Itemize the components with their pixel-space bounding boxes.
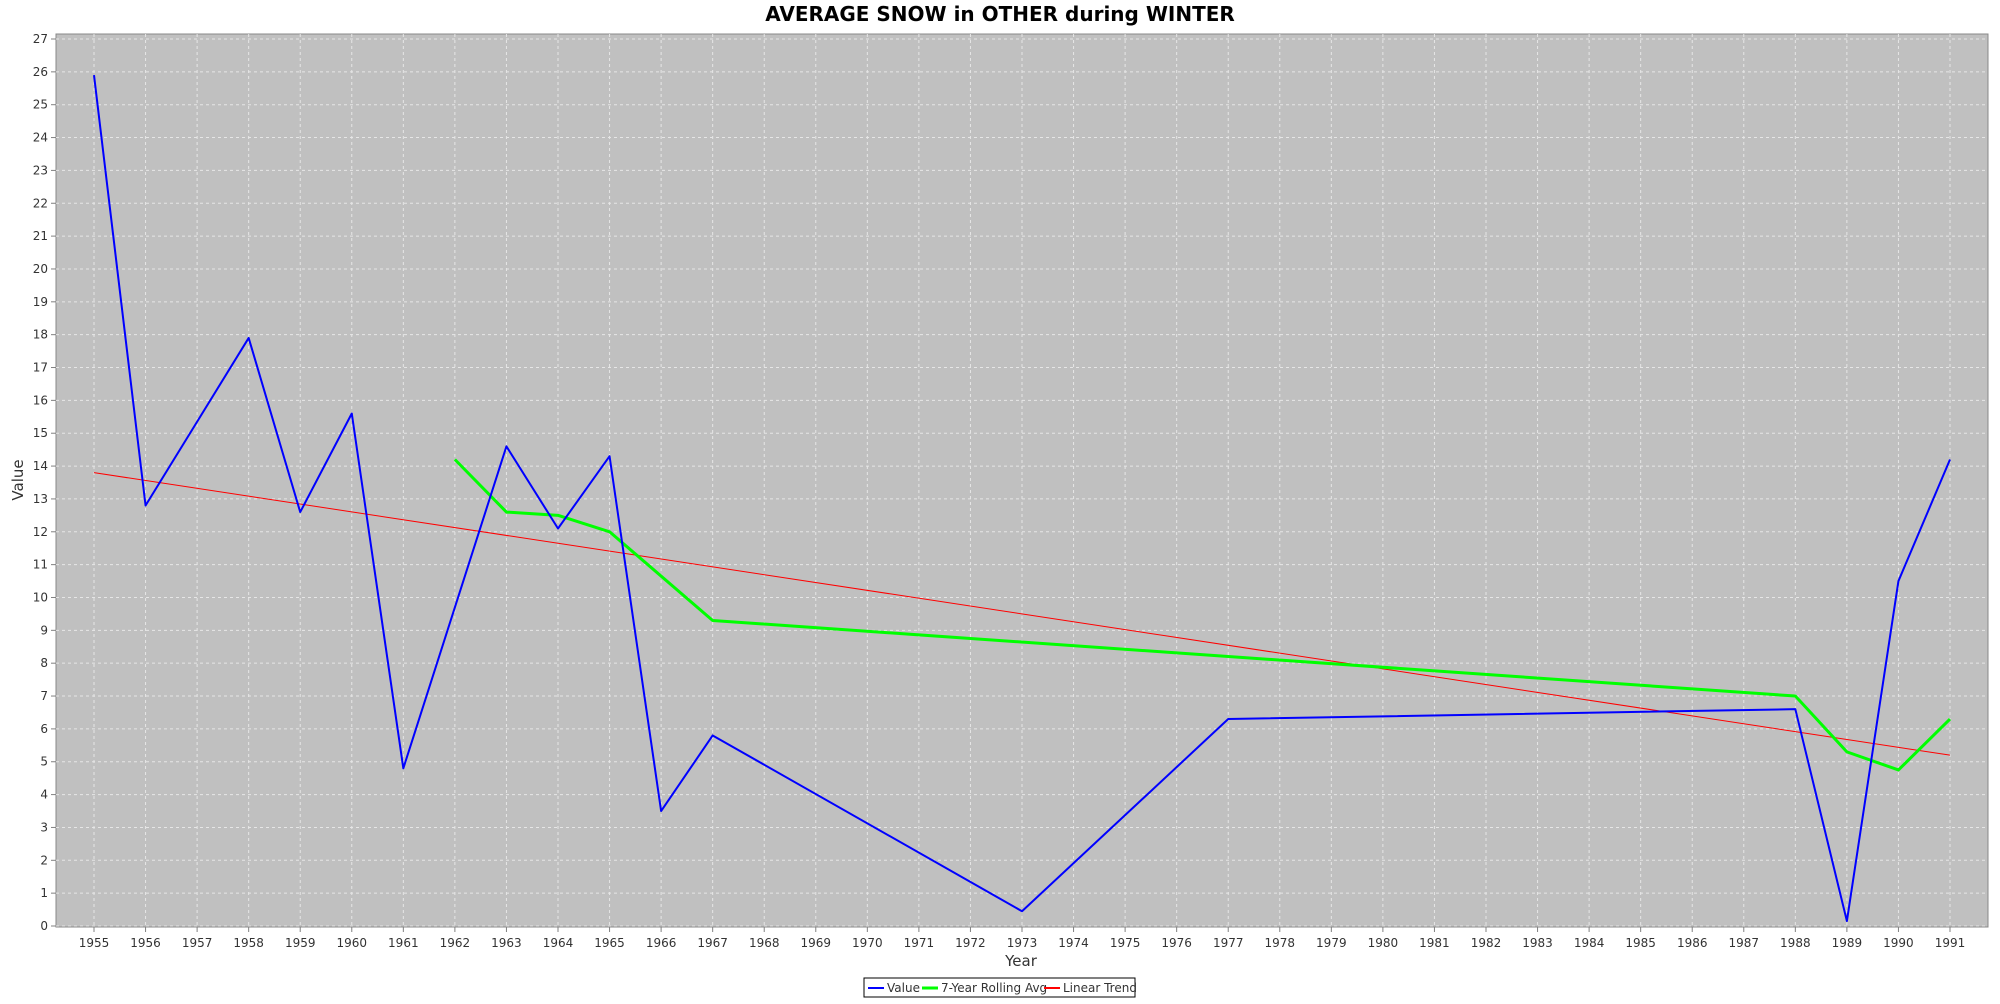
x-tick-label: 1987	[1729, 936, 1760, 950]
y-tick-label: 6	[40, 722, 48, 736]
y-tick-label: 13	[33, 492, 48, 506]
x-tick-label: 1973	[1007, 936, 1038, 950]
y-tick-label: 27	[33, 32, 48, 46]
x-tick-label: 1978	[1265, 936, 1296, 950]
y-tick-label: 12	[33, 525, 48, 539]
x-tick-label: 1970	[852, 936, 883, 950]
x-axis-label: Year	[1004, 952, 1038, 970]
x-tick-label: 1966	[646, 936, 677, 950]
x-tick-label: 1969	[801, 936, 832, 950]
x-tick-label: 1972	[955, 936, 986, 950]
y-tick-label: 22	[33, 196, 48, 210]
x-tick-label: 1989	[1832, 936, 1863, 950]
y-tick-label: 4	[40, 788, 48, 802]
x-tick-label: 1971	[904, 936, 935, 950]
legend-box	[863, 977, 1136, 998]
x-tick-label: 1960	[337, 936, 368, 950]
legend-label-value: Value	[887, 981, 920, 995]
x-tick-label: 1957	[182, 936, 213, 950]
x-tick-label: 1990	[1883, 936, 1914, 950]
x-tick-label: 1974	[1058, 936, 1089, 950]
x-tick-label: 1983	[1522, 936, 1553, 950]
x-tick-label: 1964	[543, 936, 574, 950]
y-tick-label: 7	[40, 689, 48, 703]
x-tick-label: 1956	[130, 936, 161, 950]
x-tick-label: 1958	[233, 936, 264, 950]
legend-label-7-year-rolling-avg: 7-Year Rolling Avg	[941, 981, 1047, 995]
y-tick-label: 15	[33, 426, 48, 440]
y-tick-label: 24	[33, 131, 48, 145]
x-tick-label: 1982	[1471, 936, 1502, 950]
x-tick-label: 1961	[388, 936, 419, 950]
x-tick-label: 1968	[749, 936, 780, 950]
x-tick-label: 1979	[1316, 936, 1347, 950]
x-tick-label: 1967	[697, 936, 728, 950]
y-tick-label: 8	[40, 656, 48, 670]
y-tick-label: 16	[33, 393, 48, 407]
x-tick-label: 1965	[594, 936, 625, 950]
series-layer	[93, 75, 1952, 923]
x-tick-label: 1955	[79, 936, 110, 950]
x-tick-label: 1963	[491, 936, 522, 950]
y-tick-label: 18	[33, 328, 48, 342]
x-tick-label: 1962	[440, 936, 471, 950]
x-tick-label: 1988	[1780, 936, 1811, 950]
x-tick-label: 1959	[285, 936, 316, 950]
x-tick-label: 1985	[1625, 936, 1656, 950]
y-tick-label: 10	[33, 590, 48, 604]
series-line-value	[93, 75, 1951, 923]
x-tick-label: 1984	[1574, 936, 1605, 950]
y-tick-label: 26	[33, 65, 48, 79]
x-tick-label: 1986	[1677, 936, 1708, 950]
x-tick-label: 1981	[1419, 936, 1450, 950]
chart-title: AVERAGE SNOW in OTHER during WINTER	[765, 2, 1235, 26]
y-tick-label: 21	[33, 229, 48, 243]
y-tick-label: 23	[33, 163, 48, 177]
x-tick-label: 1976	[1161, 936, 1192, 950]
y-tick-label: 9	[40, 623, 48, 637]
x-tick-label: 1980	[1368, 936, 1399, 950]
y-tick-label: 17	[33, 361, 48, 375]
y-tick-label: 25	[33, 98, 48, 112]
y-tick-label: 0	[40, 919, 48, 933]
y-tick-label: 11	[33, 558, 48, 572]
x-tick-label: 1977	[1213, 936, 1244, 950]
series-line-linear-trend	[93, 472, 1951, 756]
y-tick-label: 14	[33, 459, 48, 473]
y-tick-label: 20	[33, 262, 48, 276]
y-tick-label: 5	[40, 755, 48, 769]
series-line-7-year-rolling-avg	[453, 458, 1952, 772]
y-tick-label: 2	[40, 853, 48, 867]
y-tick-label: 1	[40, 886, 48, 900]
y-tick-label: 19	[33, 295, 48, 309]
y-axis-label: Value	[9, 459, 27, 500]
x-tick-label: 1975	[1110, 936, 1141, 950]
axes: 1955 1956 1957 1958 1959 1960 1961 1962 1963 1964…	[33, 32, 1966, 950]
x-tick-label: 1991	[1935, 936, 1966, 950]
legend-label-linear-trend: Linear Trend	[1063, 981, 1137, 995]
legend: Value 7-Year Rolling Avg Linear Trend	[863, 977, 1137, 998]
y-tick-label: 3	[40, 820, 48, 834]
